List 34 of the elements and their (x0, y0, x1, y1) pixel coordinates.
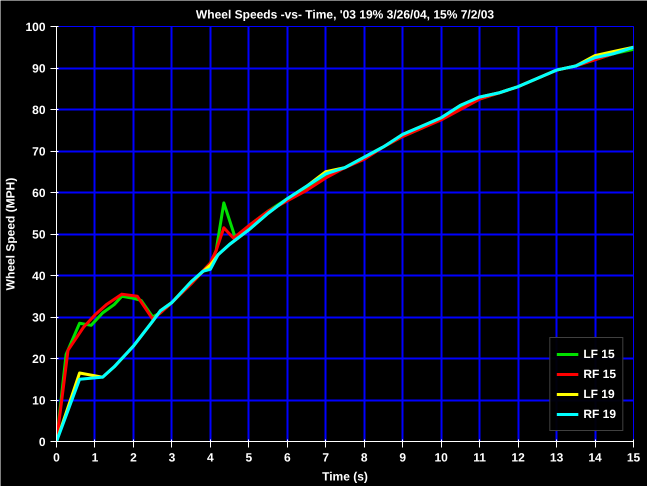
y-axis-title: Wheel Speed (MPH) (3, 178, 18, 290)
x-tick-label: 2 (130, 450, 138, 464)
y-tick-label: 100 (25, 20, 46, 34)
x-tick-label: 15 (626, 450, 640, 464)
x-tick-label: 13 (550, 450, 564, 464)
y-tick-label: 60 (32, 186, 46, 200)
x-tick-label: 0 (53, 450, 60, 464)
x-axis-title: Time (s) (322, 470, 368, 484)
x-tick-label: 8 (360, 450, 368, 464)
y-tick-label: 30 (32, 310, 46, 324)
x-tick-label: 7 (322, 450, 330, 464)
y-tick-label: 50 (32, 228, 46, 242)
legend-label: RF 15 (583, 367, 616, 381)
y-tick-label: 0 (38, 435, 46, 449)
x-tick-label: 5 (245, 450, 252, 464)
x-tick-label: 6 (284, 450, 291, 464)
x-tick-label: 14 (588, 450, 602, 464)
legend-label: RF 19 (583, 407, 616, 421)
y-tick-label: 10 (32, 394, 46, 408)
x-tick-label: 4 (207, 450, 214, 464)
y-tick-label: 20 (32, 352, 46, 366)
x-tick-label: 9 (399, 450, 406, 464)
x-tick-label: 1 (92, 450, 99, 464)
y-tick-label: 90 (32, 62, 46, 76)
x-tick-label: 11 (473, 450, 486, 464)
x-tick-label: 10 (434, 450, 448, 464)
y-tick-label: 70 (32, 144, 46, 158)
y-tick-label: 40 (32, 269, 46, 283)
legend-label: LF 15 (583, 347, 615, 361)
x-tick-label: 3 (168, 450, 176, 464)
chart-title: Wheel Speeds -vs- Time, '03 19% 3/26/04, 15% 7/2/03 (196, 8, 494, 22)
x-tick-label: 12 (511, 450, 526, 464)
y-tick-label: 80 (32, 103, 46, 117)
legend-label: LF 19 (583, 387, 615, 401)
